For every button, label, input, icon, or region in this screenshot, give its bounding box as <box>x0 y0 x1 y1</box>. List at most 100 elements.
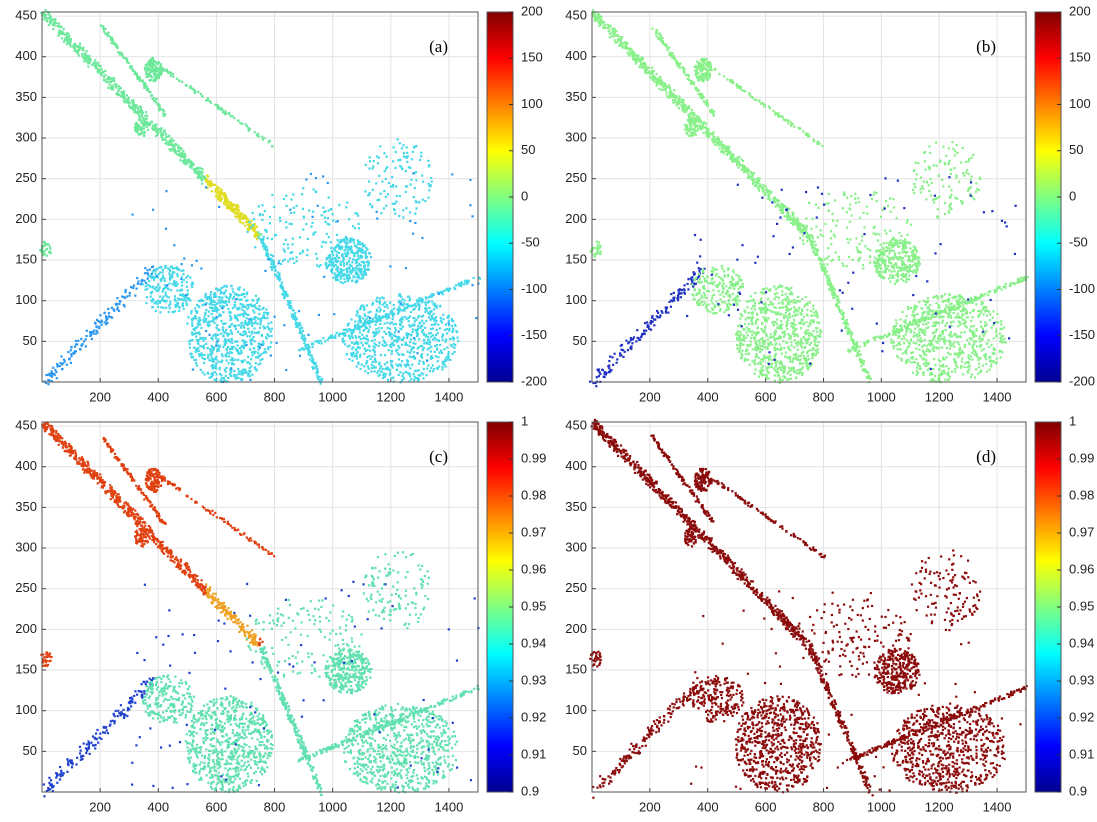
point <box>405 334 407 336</box>
point <box>246 231 248 233</box>
point <box>406 351 408 353</box>
point <box>153 73 155 75</box>
point <box>216 188 218 190</box>
point <box>253 327 255 329</box>
point <box>409 367 411 369</box>
point <box>231 352 233 354</box>
point <box>629 50 631 52</box>
point <box>396 369 398 371</box>
point <box>455 330 457 332</box>
point <box>372 189 374 191</box>
point <box>182 269 184 271</box>
point <box>413 196 415 198</box>
point <box>628 54 630 56</box>
point <box>743 170 745 172</box>
point <box>120 95 122 97</box>
point <box>215 337 217 339</box>
point <box>107 35 109 37</box>
point <box>422 199 424 201</box>
point <box>246 335 248 337</box>
point <box>641 66 643 68</box>
point <box>688 105 690 107</box>
colorbar-tick-label: 200 <box>521 3 543 18</box>
point <box>764 105 766 107</box>
point <box>202 371 204 373</box>
point <box>50 18 52 20</box>
point <box>425 304 427 306</box>
point <box>420 325 422 327</box>
point <box>254 131 256 133</box>
point <box>423 339 425 341</box>
point <box>251 343 253 345</box>
point <box>203 344 205 346</box>
point <box>413 146 415 148</box>
point <box>672 99 674 101</box>
point <box>651 67 653 69</box>
point <box>241 309 243 311</box>
point <box>191 334 193 336</box>
point <box>244 368 246 370</box>
point <box>203 354 205 356</box>
point <box>274 270 276 272</box>
point <box>785 216 787 218</box>
point <box>357 346 359 348</box>
point <box>756 177 758 179</box>
point <box>235 374 237 376</box>
point <box>311 342 313 344</box>
point <box>242 216 244 218</box>
point <box>374 361 376 363</box>
point <box>194 307 196 309</box>
point <box>233 346 235 348</box>
point <box>782 118 784 120</box>
x-tick-label: 800 <box>264 389 286 404</box>
point <box>135 106 137 108</box>
point <box>328 223 330 225</box>
point <box>191 286 193 288</box>
point <box>265 249 267 251</box>
point <box>367 265 369 267</box>
point <box>155 98 157 100</box>
point <box>95 67 97 69</box>
point <box>399 195 401 197</box>
point <box>258 331 260 333</box>
point <box>266 337 268 339</box>
point <box>278 277 280 279</box>
point <box>412 317 414 319</box>
point <box>792 221 794 223</box>
point <box>237 314 239 316</box>
point <box>674 101 676 103</box>
point <box>396 336 398 338</box>
point <box>160 266 162 268</box>
point <box>408 345 410 347</box>
point <box>384 354 386 356</box>
point <box>326 233 328 235</box>
point <box>356 247 358 249</box>
point <box>256 302 258 304</box>
point <box>386 304 388 306</box>
point <box>241 378 243 380</box>
point <box>181 281 183 283</box>
point <box>426 354 428 356</box>
point <box>438 365 440 367</box>
point <box>417 316 419 318</box>
point <box>398 306 400 308</box>
point <box>293 309 295 311</box>
point <box>682 108 684 110</box>
point <box>747 170 749 172</box>
point <box>184 156 186 158</box>
point <box>162 271 164 273</box>
point <box>259 327 261 329</box>
point <box>70 362 72 364</box>
point <box>677 100 679 102</box>
point <box>311 366 313 368</box>
point <box>792 212 794 214</box>
point <box>344 334 346 336</box>
point <box>101 324 103 326</box>
point <box>75 343 77 345</box>
point <box>636 54 638 56</box>
point <box>207 322 209 324</box>
point <box>222 329 224 331</box>
point <box>139 119 141 121</box>
point <box>375 315 377 317</box>
point <box>327 265 329 267</box>
